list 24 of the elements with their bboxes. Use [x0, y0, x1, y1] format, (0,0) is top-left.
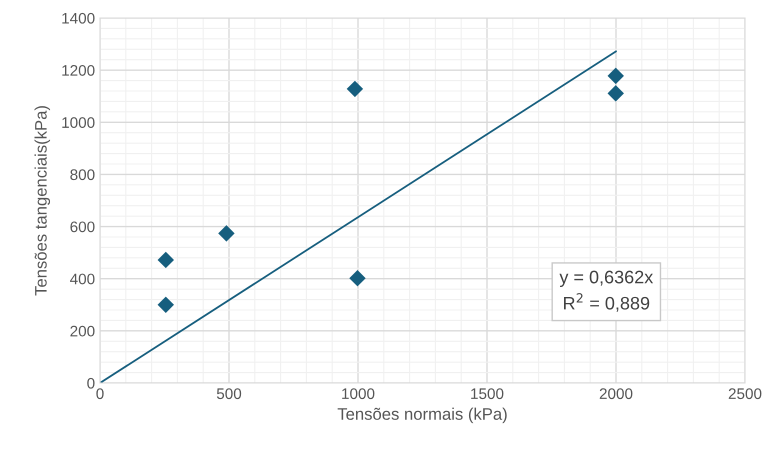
x-tick-label: 1500	[471, 388, 504, 400]
x-tick-label: 0	[96, 388, 104, 400]
y-axis-title: Tensões tangenciais(kPa)	[34, 106, 50, 296]
y-tick-label: 0	[87, 378, 95, 389]
x-tick-label: 500	[216, 388, 242, 400]
x-axis-title: Tensões normais (kPa)	[338, 408, 507, 424]
y-tick-label: 1000	[62, 117, 95, 128]
y-tick-label: 400	[70, 274, 95, 284]
y-tick-label: 200	[70, 326, 95, 337]
point	[218, 225, 235, 242]
point	[349, 270, 366, 286]
y-tick-label: 800	[70, 169, 95, 180]
y-tick-label: 1400	[62, 12, 95, 24]
point	[608, 68, 624, 84]
y-tick-label: 600	[70, 221, 95, 232]
point	[158, 252, 174, 268]
x-tick-label: 1000	[342, 388, 374, 400]
point	[346, 80, 364, 98]
point	[158, 296, 174, 313]
x-tick-label: 2000	[600, 388, 632, 400]
y-tick-label: 1200	[62, 65, 95, 76]
annotation: y = 0,6362x R$^{2}$ = 0,889	[559, 270, 654, 312]
x-tick-label: 2500	[728, 388, 762, 400]
point	[608, 85, 624, 102]
